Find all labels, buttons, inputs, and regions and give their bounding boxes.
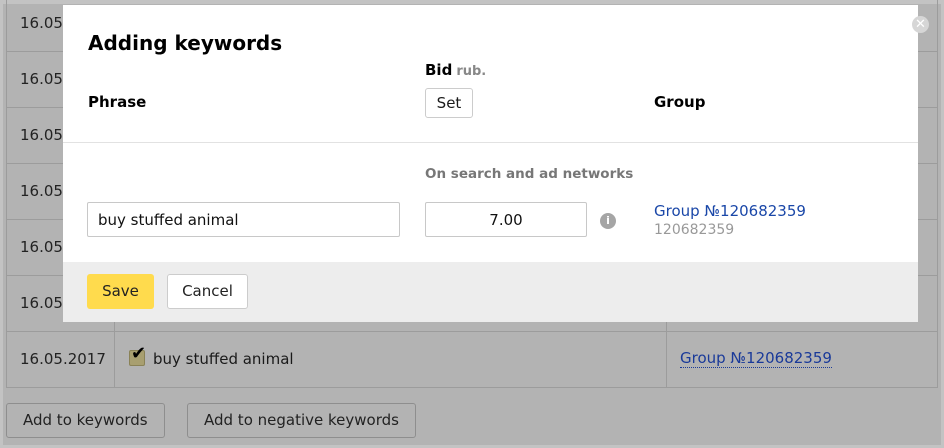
group-link[interactable]: Group №120682359: [654, 202, 806, 220]
phrase-header: Phrase: [88, 93, 147, 111]
bid-input[interactable]: [425, 202, 587, 237]
save-button[interactable]: Save: [87, 274, 154, 309]
cancel-button[interactable]: Cancel: [167, 274, 248, 309]
bid-label: Bid: [425, 61, 453, 79]
dialog-footer: Save Cancel: [63, 262, 918, 322]
group-header: Group: [654, 93, 706, 111]
row-phrase: buy stuffed animal: [153, 350, 294, 368]
add-to-negative-keywords-button[interactable]: Add to negative keywords: [187, 403, 416, 438]
adding-keywords-dialog: Adding keywords ✕ Phrase Bid rub. Set Gro…: [63, 5, 929, 322]
group-id: 120682359: [654, 222, 735, 238]
add-to-keywords-button[interactable]: Add to keywords: [6, 403, 165, 438]
row-checkbox[interactable]: ✔: [129, 343, 146, 366]
dialog-title: Adding keywords: [88, 31, 283, 55]
phrase-input[interactable]: [87, 202, 400, 237]
bid-header: Bid rub.: [425, 61, 486, 79]
divider: [63, 142, 918, 143]
table-row: 16.05.2017 ✔ buy stuffed animal Group №1…: [7, 332, 937, 388]
row-group-link[interactable]: Group №120682359: [680, 349, 832, 368]
networks-label: On search and ad networks: [425, 166, 634, 182]
row-date: 16.05.2017: [20, 350, 106, 368]
bid-unit: rub.: [456, 64, 487, 79]
info-icon[interactable]: i: [600, 213, 616, 229]
close-icon[interactable]: ✕: [912, 16, 929, 33]
set-bid-button[interactable]: Set: [425, 88, 473, 118]
check-icon: ✔: [131, 343, 147, 364]
